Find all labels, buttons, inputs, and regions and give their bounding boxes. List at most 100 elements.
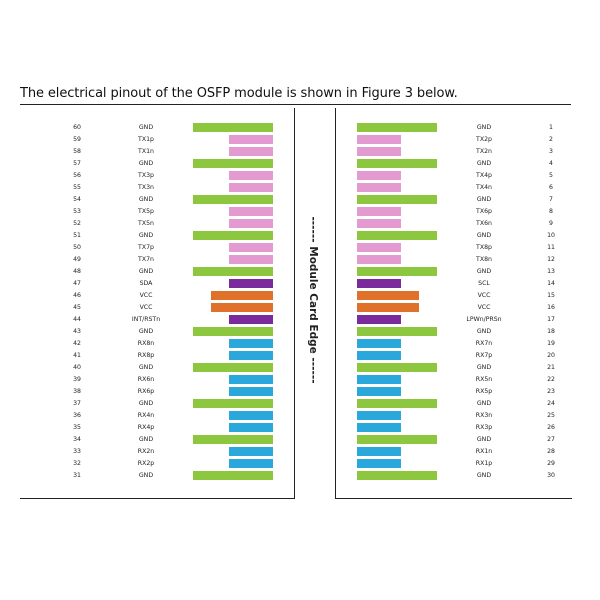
pin-contact-pad-tx (357, 219, 401, 228)
pin-number: 37 (73, 400, 81, 407)
pin-row: 21 GND (336, 362, 572, 374)
pin-row: 23 RX5p (336, 386, 572, 398)
pin-contact-pad-tx (357, 207, 401, 216)
pin-row: 8 TX6p (336, 206, 572, 218)
pin-number: 51 (73, 232, 81, 239)
pin-number: 12 (547, 256, 555, 263)
pin-signal-name: RX6n (137, 376, 155, 383)
pin-row: 30 GND (336, 470, 572, 482)
pin-signal-name: GND (476, 436, 492, 443)
pin-contact-pad-rx (357, 387, 401, 396)
pin-contact-pad-gnd (357, 231, 437, 240)
pin-number: 9 (549, 220, 553, 227)
pin-signal-name: GND (476, 196, 492, 203)
pin-signal-name: TX7p (138, 244, 154, 251)
pin-contact-pad-rx (229, 387, 273, 396)
pin-number: 29 (547, 460, 555, 467)
pin-contact-pad-gnd (357, 435, 437, 444)
pin-number: 58 (73, 148, 81, 155)
pin-signal-name: INT/RSTn (131, 316, 161, 323)
pin-signal-name: RX2p (137, 460, 155, 467)
pin-number: 15 (547, 292, 555, 299)
pin-number: 16 (547, 304, 555, 311)
pin-contact-pad-rx (357, 459, 401, 468)
pin-row: 39 RX6n (20, 374, 294, 386)
pin-number: 57 (73, 160, 81, 167)
pin-number: 13 (547, 268, 555, 275)
pin-signal-name: RX1n (475, 448, 493, 455)
pin-signal-name: TX4n (476, 184, 492, 191)
pin-number: 11 (547, 244, 555, 251)
pin-signal-name: SCL (478, 280, 490, 287)
pin-row: 40 GND (20, 362, 294, 374)
pin-signal-name: RX5p (475, 388, 493, 395)
pin-number: 28 (547, 448, 555, 455)
pin-row: 50 TX7p (20, 242, 294, 254)
pin-row: 60 GND (20, 122, 294, 134)
pin-signal-name: RX4p (137, 424, 155, 431)
pin-number: 19 (547, 340, 555, 347)
pin-contact-pad-rx (229, 447, 273, 456)
pin-contact-pad-tx (229, 183, 273, 192)
pin-signal-name: GND (138, 232, 154, 239)
pin-number: 53 (73, 208, 81, 215)
pin-row: 42 RX8n (20, 338, 294, 350)
pin-contact-pad-gnd (193, 399, 273, 408)
pin-row: 28 RX1n (336, 446, 572, 458)
pin-signal-name: RX7n (475, 340, 493, 347)
pin-row: 51 GND (20, 230, 294, 242)
pin-signal-name: GND (476, 400, 492, 407)
pin-row: 31 GND (20, 470, 294, 482)
pin-row: 13 GND (336, 266, 572, 278)
pin-contact-pad-rx (229, 411, 273, 420)
pin-number: 39 (73, 376, 81, 383)
pin-contact-pad-gnd (357, 471, 437, 480)
pin-contact-pad-tx (229, 207, 273, 216)
pin-contact-pad-gnd (357, 327, 437, 336)
pin-contact-pad-gnd (193, 123, 273, 132)
pin-contact-pad-gnd (193, 159, 273, 168)
pin-number: 40 (73, 364, 81, 371)
pin-signal-name: GND (476, 472, 492, 479)
pin-signal-name: RX3p (475, 424, 493, 431)
pin-number: 14 (547, 280, 555, 287)
pin-signal-name: GND (138, 196, 154, 203)
pin-contact-pad-ctrl (357, 315, 401, 324)
pin-contact-pad-rx (229, 375, 273, 384)
pin-number: 52 (73, 220, 81, 227)
pin-contact-pad-gnd (357, 363, 437, 372)
pin-row: 41 RX8p (20, 350, 294, 362)
pin-number: 3 (549, 148, 553, 155)
pin-row: 52 TX5n (20, 218, 294, 230)
pin-signal-name: GND (138, 400, 154, 407)
pin-contact-pad-gnd (357, 399, 437, 408)
pin-number: 2 (549, 136, 553, 143)
pin-signal-name: RX8n (137, 340, 155, 347)
pin-signal-name: GND (476, 160, 492, 167)
pin-signal-name: RX2n (137, 448, 155, 455)
pin-contact-pad-rx (229, 459, 273, 468)
pin-contact-pad-vcc (211, 291, 273, 300)
pin-row: 16 VCC (336, 302, 572, 314)
pin-row: 4 GND (336, 158, 572, 170)
pin-signal-name: TX8p (476, 244, 492, 251)
pin-number: 60 (73, 124, 81, 131)
pin-signal-name: GND (476, 232, 492, 239)
pin-row: 3 TX2n (336, 146, 572, 158)
pin-contact-pad-tx (229, 171, 273, 180)
pin-number: 49 (73, 256, 81, 263)
pin-contact-pad-tx (229, 219, 273, 228)
pin-number: 24 (547, 400, 555, 407)
pin-row: 1 GND (336, 122, 572, 134)
pin-row: 10 GND (336, 230, 572, 242)
pin-signal-name: GND (138, 328, 154, 335)
pin-signal-name: TX2p (476, 136, 492, 143)
pin-signal-name: VCC (477, 304, 491, 311)
pin-signal-name: RX8p (137, 352, 155, 359)
figure-heading: The electrical pinout of the OSFP module… (20, 86, 458, 101)
pin-row: 44 INT/RSTn (20, 314, 294, 326)
pin-row: 49 TX7n (20, 254, 294, 266)
pin-number: 48 (73, 268, 81, 275)
pin-number: 55 (73, 184, 81, 191)
pin-contact-pad-gnd (193, 195, 273, 204)
